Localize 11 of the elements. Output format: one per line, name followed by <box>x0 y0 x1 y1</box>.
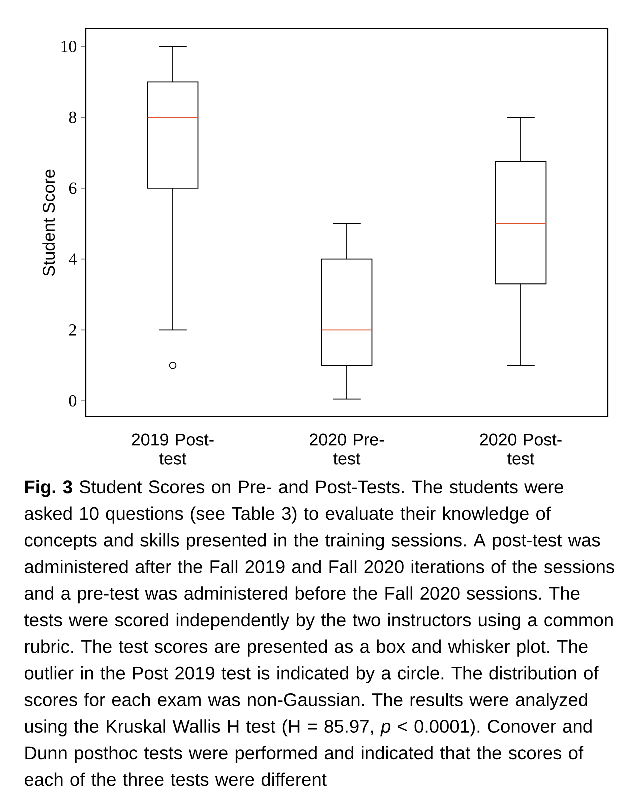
y-tick-label: 10 <box>62 40 77 52</box>
y-tick-label: 0 <box>69 395 77 407</box>
y-tick-label: 6 <box>69 182 77 194</box>
x-tick-label: 2019 Post-test <box>132 434 214 465</box>
y-axis-title: Student Score <box>42 170 56 276</box>
x-tick-label: 2020 Pre-test <box>310 434 384 465</box>
x-tick-label: 2020 Post-test <box>480 434 562 465</box>
y-tick-label: 8 <box>69 112 77 124</box>
y-tick-label: 4 <box>69 254 77 265</box>
text: Fig. 3 Student Scores on Pre- and Post-Tests. The students were asked 10 questions (see Table 3) to evaluate their knowledge of concepts and skills presented in the training sessions. A post-test was administered after the Fall 2019 and Fall 2020 iterations of the sessions and a pre-test was administered before the Fall 2020 sessions. The tests were scored independently by the two instructors using a common rubric. The test scores are presented as a box and whisker plot. The outlier in the Post 2019 test is indicated by a circle. The distribution of scores for each exam was non-Gaussian. The results were analyzed using the Kruskal Wallis H test (H = 85.97, p < 0.0001). Conover and Dunn posthoc tests were performed and indicated that the scores of each of the three tests were different <box>24 480 614 786</box>
y-tick-label: 2 <box>69 324 76 336</box>
